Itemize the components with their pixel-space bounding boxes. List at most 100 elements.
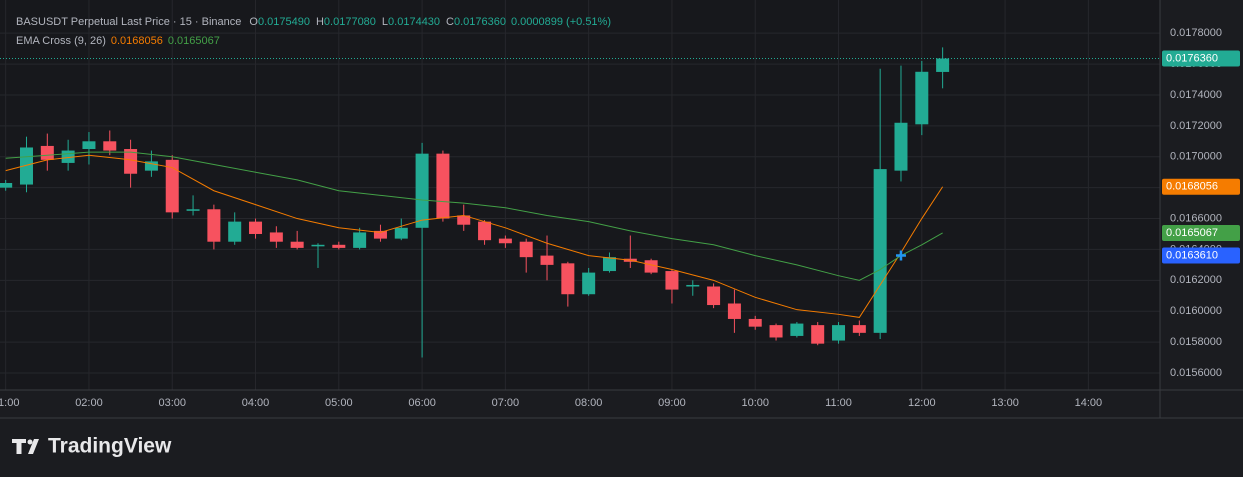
candle-body [436,153,450,219]
candle-body [249,221,263,234]
candle-body [582,272,596,295]
data-layer [0,47,1160,358]
candle-body [186,209,200,211]
candle-body [290,241,304,248]
candle-body [894,122,908,171]
brand-logo: TradingView [12,435,172,458]
candle-body [457,215,471,225]
indicator-name: EMA Cross (9, 26) [16,35,106,47]
y-tick-label: 0.0172000 [1170,120,1222,132]
candle-body [478,221,492,241]
indicator-value: 0.0168056 [111,35,163,47]
y-tick-label: 0.0166000 [1170,212,1222,224]
ema-line [5,151,943,281]
candle-body [769,325,783,338]
candle-body [561,263,575,295]
ohlc-key: C [446,16,454,28]
price-badge-label: 0.0176360 [1166,52,1218,64]
candle-body [519,241,533,258]
candle-body [40,145,54,160]
ohlc-value: 0.0176360 [454,16,506,28]
grid-layer [0,0,1160,390]
ohlc-value: 0.0177080 [324,16,376,28]
candle-body [311,244,325,247]
y-tick-label: 0.0156000 [1170,367,1222,379]
axis-layer: 0.0156000 0.0158000 0.0160000 0.0162000 0.01… [0,27,1240,409]
candle-body [748,318,762,327]
ohlc-value: 0.0175490 [258,16,310,28]
candle-body [144,161,158,171]
ema-line [5,154,944,318]
x-tick-label: 06:00 [408,397,436,409]
brand-name: TradingView [48,435,172,458]
logo-dot [27,439,33,445]
y-tick-label: 0.0170000 [1170,151,1222,163]
logo-icon [12,439,39,454]
candle-body [540,255,554,265]
symbol-legend: BASUSDT Perpetual Last Price · 15 · Bina… [16,16,611,28]
legend-layer: BASUSDT Perpetual Last Price · 15 · Bina… [16,16,611,47]
candle-body [228,221,242,242]
candle-body [269,232,283,242]
candle-body [790,323,804,336]
x-tick-label: 07:00 [492,397,520,409]
candle-body [103,141,117,151]
y-tick-label: 0.0174000 [1170,89,1222,101]
ohlc-key: H [316,16,324,28]
candle-body [124,149,138,174]
candle-body [332,244,346,248]
y-tick-label: 0.0158000 [1170,336,1222,348]
x-tick-label: 10:00 [741,397,769,409]
y-tick-label: 0.0160000 [1170,305,1222,317]
price-badge [1162,247,1240,264]
candle-body [373,230,387,239]
candle-body [873,169,887,333]
x-tick-label: 02:00 [75,397,103,409]
ohlc-key: L [382,16,388,28]
candle-body [415,153,429,228]
x-tick-label: 13:00 [991,397,1019,409]
price-badge-label: 0.0163610 [1166,249,1218,261]
y-tick-label: 0.0162000 [1170,274,1222,286]
x-tick-label: 05:00 [325,397,353,409]
plot-area [0,0,1160,390]
candle-body [915,71,929,125]
candle-body [852,325,866,333]
change-value: 0.0000899 (+0.51%) [511,16,611,28]
candle-body [727,303,741,319]
ohlc-key: O [249,16,258,28]
candle-body [686,284,700,287]
candle-body [832,325,846,341]
candle-body [936,58,950,72]
candle-body [811,325,825,344]
candle-body [644,260,658,273]
x-tick-label: 01:00 [0,397,19,409]
x-tick-label: 03:00 [158,397,186,409]
crosshair-marker [895,250,906,261]
price-badge-label: 0.0168056 [1166,181,1218,193]
candle-body [165,159,179,213]
symbol-title: BASUSDT Perpetual Last Price · 15 · Bina… [16,16,241,28]
x-tick-label: 11:00 [825,397,852,409]
candle-body [498,238,512,244]
x-tick-label: 12:00 [908,397,936,409]
candle-body [353,232,367,248]
candle-body [82,141,96,150]
price-badge [1162,50,1240,67]
price-badge [1162,224,1240,241]
price-badge-label: 0.0165067 [1166,227,1218,239]
x-tick-label: 14:00 [1075,397,1103,409]
candle-body [207,209,221,242]
price-badge [1162,178,1240,195]
candle-body [665,271,679,290]
candle-body [602,257,616,272]
y-tick-label: 0.0178000 [1170,27,1222,39]
candle-body [0,183,13,188]
ohlc-value: 0.0174430 [388,16,440,28]
candle-body [394,227,408,239]
x-tick-label: 04:00 [242,397,270,409]
candle-body [707,286,721,306]
indicator-legend: EMA Cross (9, 26) 0.0168056 0.0165067 [16,35,220,47]
